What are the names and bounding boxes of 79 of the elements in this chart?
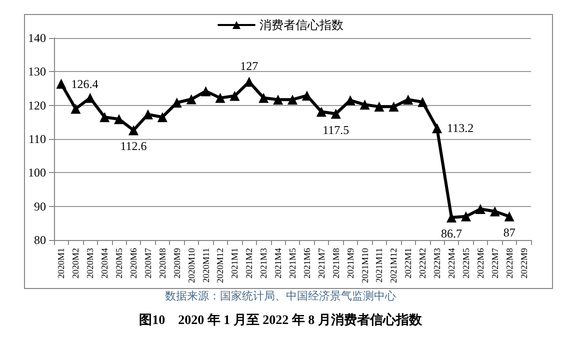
text: 图10 2020 年 1 月至 2022 年 8 月消费者信心指数: [139, 312, 423, 327]
point: [360, 100, 370, 110]
point: [504, 211, 514, 222]
x-tick-label: 2022M5: [460, 248, 471, 279]
data-label: 112.6: [120, 139, 147, 154]
data-label: 86.7: [441, 226, 462, 240]
y-tick-label: 130: [28, 64, 46, 79]
point: [490, 206, 500, 216]
point: [330, 108, 341, 119]
x-tick-label: 2022M8: [504, 248, 514, 279]
x-tick-label: 2022M7: [490, 248, 500, 279]
x-tick-label: 2021M4: [273, 248, 284, 279]
point: [273, 94, 284, 105]
point: [258, 92, 269, 103]
point: [70, 104, 81, 114]
y-tick-label: 80: [34, 233, 46, 247]
x-tick-label: 2022M6: [475, 248, 486, 279]
x-tick-label: 2021M8: [330, 248, 341, 279]
y-tick-label: 90: [34, 199, 46, 214]
x-tick-label: 2020M9: [172, 248, 182, 279]
x-tick-label: 2020M3: [85, 248, 96, 279]
point: [230, 90, 240, 101]
x-tick-label: 2020M11: [200, 248, 211, 283]
data-label: 126.4: [71, 76, 98, 91]
point: [388, 102, 399, 112]
y-tick-label: 110: [28, 132, 46, 146]
point: [374, 102, 384, 112]
point: [85, 92, 96, 103]
y-tick-label: 140: [28, 31, 46, 45]
data-label: 87: [503, 225, 516, 240]
point: [244, 76, 254, 87]
point: [215, 92, 226, 103]
data-label: 127: [240, 58, 258, 73]
x-tick-label: 2022M3: [432, 248, 442, 279]
point: [128, 125, 138, 136]
x-tick-label: 2020M6: [128, 248, 138, 279]
x-tick-label: 2021M6: [302, 248, 312, 279]
x-tick-label: 2022M4: [446, 248, 456, 279]
point: [316, 106, 326, 117]
point: [100, 112, 110, 122]
x-tick-label: 2021M11: [374, 248, 384, 283]
x-tick-label: 2020M2: [70, 248, 81, 279]
x-tick-label: 2021M1: [230, 248, 240, 279]
x-tick-label: 2021M10: [360, 248, 370, 284]
point: [157, 112, 168, 122]
x-tick-label: 2021M7: [316, 248, 326, 279]
y-tick-label: 120: [28, 98, 46, 112]
point: [288, 94, 298, 105]
x-tick-label: 2021M9: [345, 248, 356, 279]
point: [475, 204, 486, 214]
x-tick-label: 2022M9: [518, 248, 529, 279]
point: [200, 86, 211, 96]
x-tick-label: 2021M12: [388, 248, 399, 284]
x-tick-label: 2022M1: [403, 248, 414, 279]
x-tick-label: 2021M5: [288, 248, 298, 279]
x-tick-label: 2020M7: [142, 248, 153, 279]
point: [403, 94, 414, 105]
x-tick-label: 2020M5: [114, 248, 124, 279]
legend-label: 消费者信心指数: [260, 18, 344, 32]
data-label: 113.2: [447, 121, 474, 136]
point: [56, 78, 66, 89]
point: [186, 94, 196, 104]
x-tick-label: 2022M2: [418, 248, 428, 279]
x-tick-label: 2021M2: [244, 248, 254, 279]
point: [114, 114, 124, 124]
point: [446, 212, 456, 222]
x-tick-label: 2020M1: [56, 248, 66, 279]
x-tick-label: 2020M12: [215, 248, 226, 284]
point: [432, 123, 442, 134]
x-tick-label: 2021M3: [258, 248, 269, 279]
y-tick-label: 100: [28, 166, 46, 180]
x-tick-label: 2020M4: [100, 248, 110, 279]
data-label: 117.5: [322, 122, 350, 137]
point: [302, 90, 312, 101]
source-note: 数据来源：国家统计局、中国经济景气监测中心: [165, 290, 396, 302]
point: [418, 96, 428, 107]
point: [460, 211, 471, 222]
x-tick-label: 2020M10: [186, 248, 196, 284]
x-tick-label: 2020M8: [157, 248, 168, 279]
